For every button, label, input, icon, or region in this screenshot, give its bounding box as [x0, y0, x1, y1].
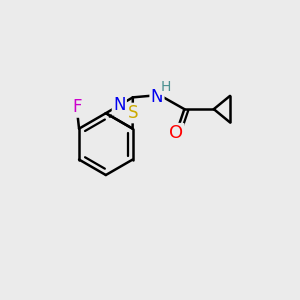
Text: N: N — [113, 96, 126, 114]
Text: S: S — [128, 104, 138, 122]
Text: N: N — [151, 88, 163, 106]
Text: F: F — [72, 98, 82, 116]
Text: O: O — [169, 124, 183, 142]
Text: H: H — [160, 80, 171, 94]
